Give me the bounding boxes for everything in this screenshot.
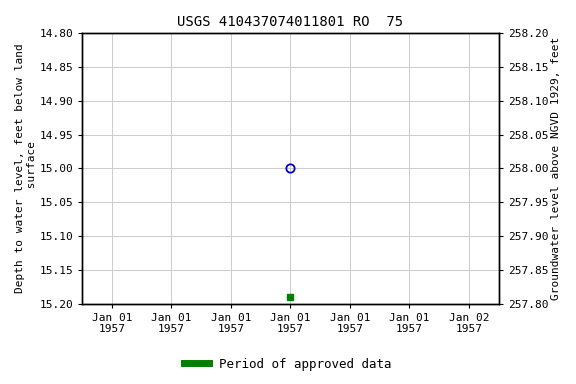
Legend: Period of approved data: Period of approved data xyxy=(179,353,397,376)
Title: USGS 410437074011801 RO  75: USGS 410437074011801 RO 75 xyxy=(177,15,403,29)
Y-axis label: Depth to water level, feet below land
 surface: Depth to water level, feet below land su… xyxy=(15,43,37,293)
Y-axis label: Groundwater level above NGVD 1929, feet: Groundwater level above NGVD 1929, feet xyxy=(551,37,561,300)
